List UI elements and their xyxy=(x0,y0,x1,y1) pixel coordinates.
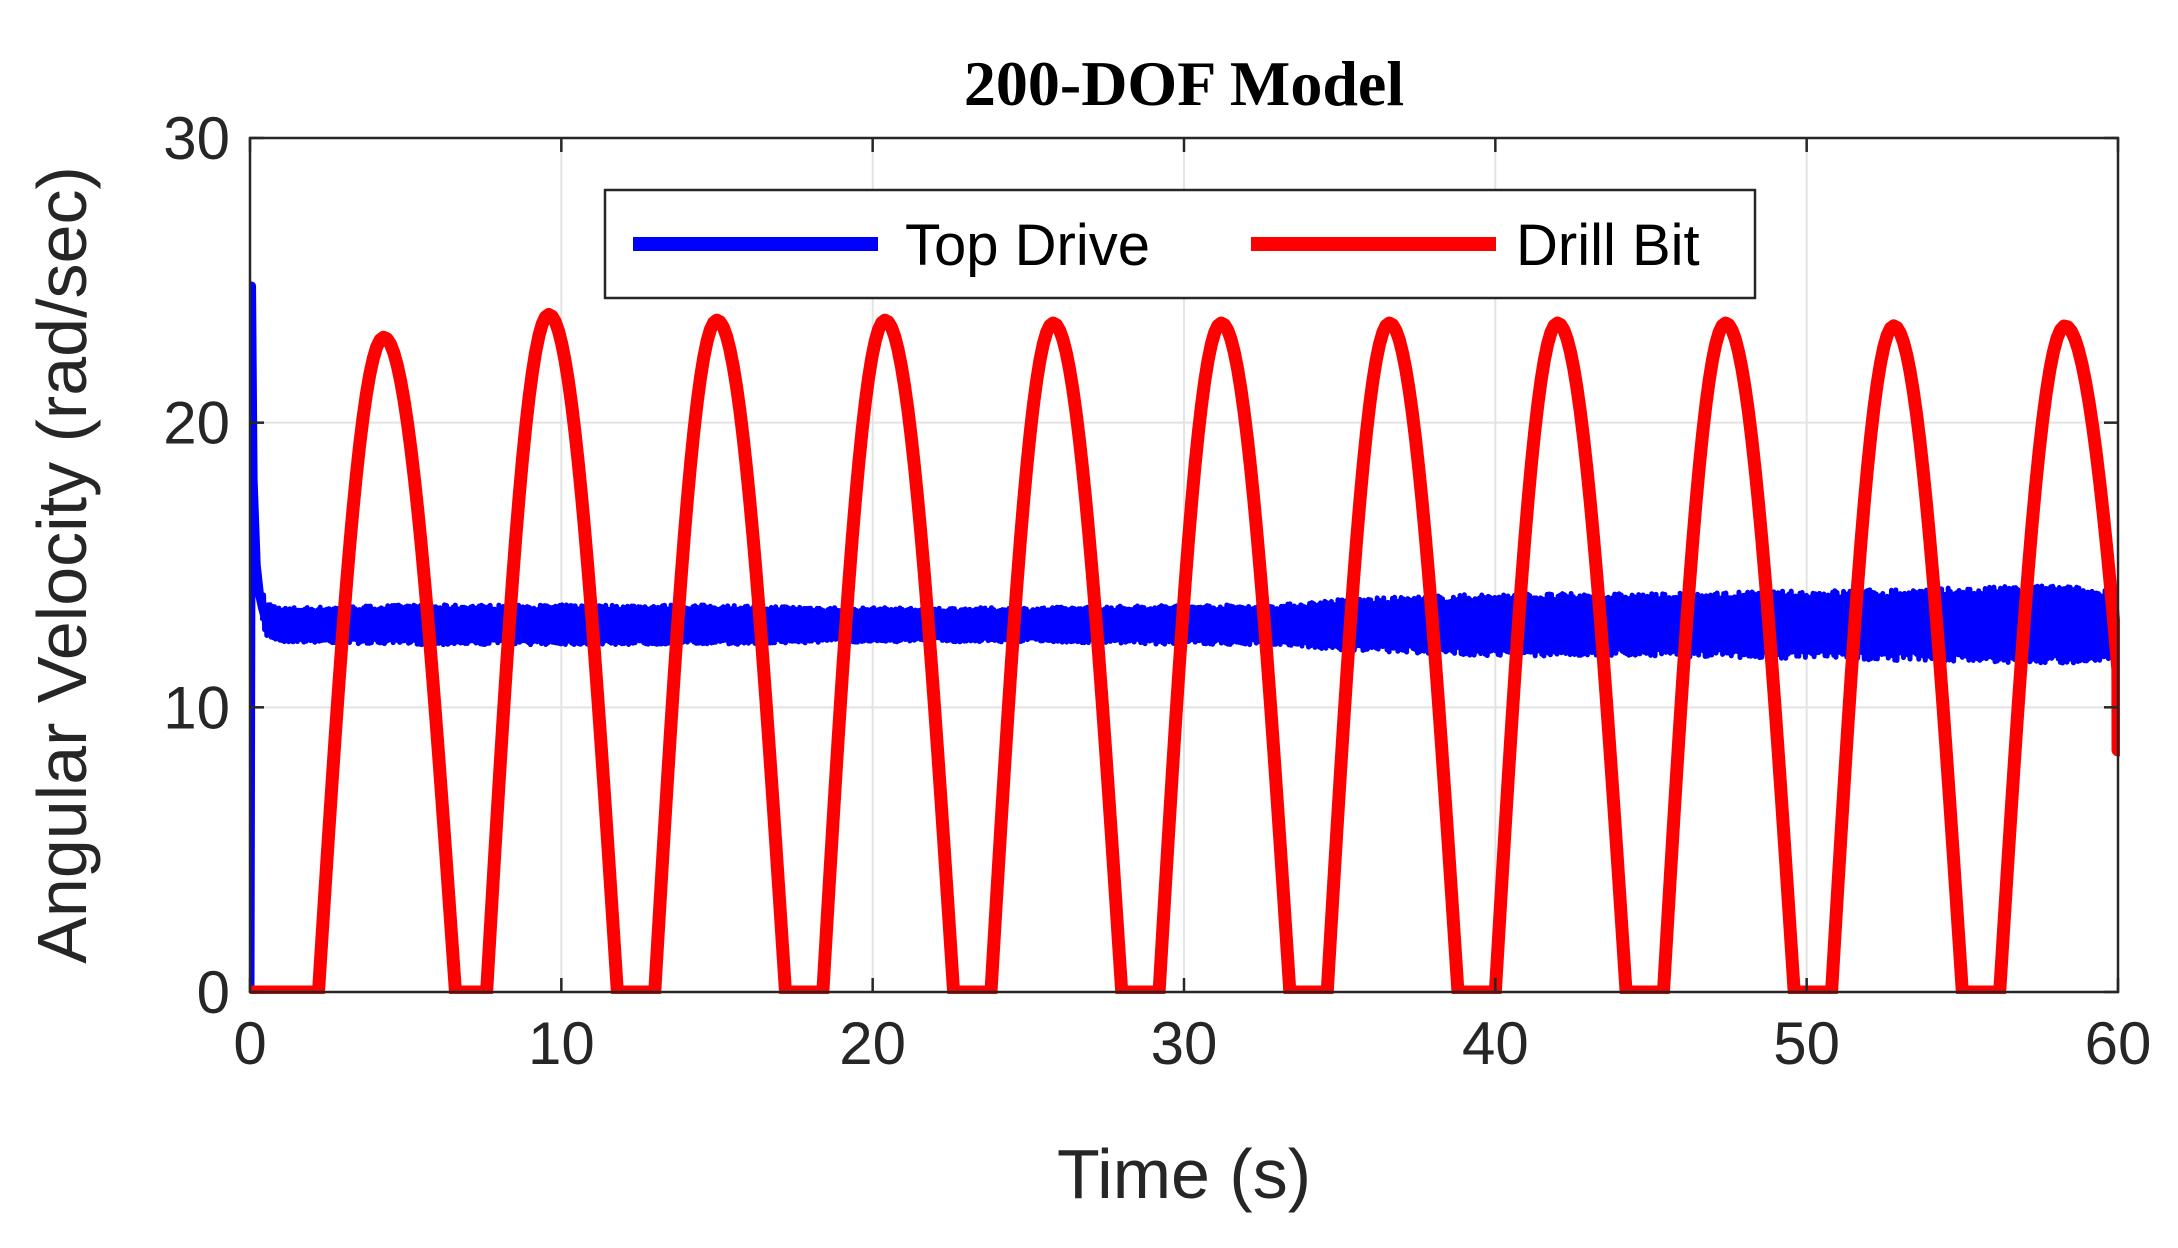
ticks: 0 10 20 30 40 50 60 0 10 20 30 xyxy=(163,105,2151,1077)
x-tick-label: 10 xyxy=(528,1010,595,1077)
x-axis-label: Time (s) xyxy=(1057,1135,1311,1213)
chart-title: 200-DOF Model xyxy=(964,48,1404,119)
y-axis-label: Angular Velocity (rad/sec) xyxy=(23,166,101,964)
y-tick-label: 0 xyxy=(197,959,230,1026)
y-tick-label: 10 xyxy=(163,674,230,741)
legend-label-top-drive: Top Drive xyxy=(905,213,1150,278)
x-tick-label: 50 xyxy=(1773,1010,1840,1077)
plot-area xyxy=(250,281,2120,994)
y-tick-label: 20 xyxy=(163,390,230,457)
legend: Top Drive Drill Bit xyxy=(603,188,1757,300)
y-tick-label: 30 xyxy=(163,105,230,172)
x-tick-label: 40 xyxy=(1462,1010,1529,1077)
series-drill-bit xyxy=(250,307,2120,994)
x-tick-label: 30 xyxy=(1151,1010,1218,1077)
x-tick-label: 20 xyxy=(839,1010,906,1077)
series-layer xyxy=(250,281,2120,994)
x-tick-label: 0 xyxy=(233,1010,266,1077)
x-tick-label: 60 xyxy=(2085,1010,2152,1077)
legend-label-drill-bit: Drill Bit xyxy=(1516,213,1700,278)
